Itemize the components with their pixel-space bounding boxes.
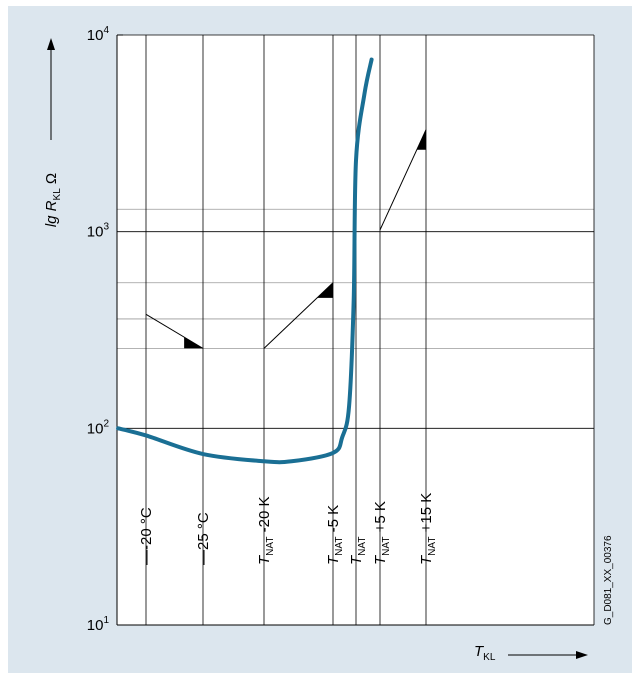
y-tick-label-0: 101 bbox=[87, 615, 110, 634]
y-tick-label-3: 104 bbox=[87, 25, 110, 44]
marker-label-m20c: —-20 °C bbox=[138, 507, 155, 565]
y-tick-label-2: 103 bbox=[87, 222, 110, 241]
x-axis-arrow-head bbox=[576, 651, 588, 659]
figure-code: G_D081_XX_00376 bbox=[603, 535, 614, 625]
marker-label-m25c: —25 °C bbox=[195, 512, 212, 565]
y-tick-label-1: 102 bbox=[87, 418, 110, 437]
x-axis-label: TKL bbox=[474, 643, 496, 663]
marker-label-mnat-5: TNAT -5 K bbox=[325, 505, 345, 565]
y-axis-label: lg RKL Ω bbox=[43, 173, 63, 227]
tolerance-mark-1 bbox=[317, 282, 333, 298]
resistance-curve-0 bbox=[116, 57, 374, 465]
y-axis-arrow-head bbox=[47, 38, 55, 50]
marker-label-mnat-20: TNAT -20 K bbox=[256, 497, 276, 565]
marker-label-mnat+5: TNAT +5 K bbox=[372, 501, 392, 565]
plot-area bbox=[117, 35, 594, 625]
tolerance-segment-1 bbox=[263, 282, 334, 349]
marker-label-mnat: TNAT bbox=[348, 537, 368, 565]
tolerance-mark-0 bbox=[184, 337, 203, 349]
marker-label-mnat+15: TNAT +15 K bbox=[418, 493, 438, 565]
tolerance-mark-2 bbox=[416, 129, 426, 150]
